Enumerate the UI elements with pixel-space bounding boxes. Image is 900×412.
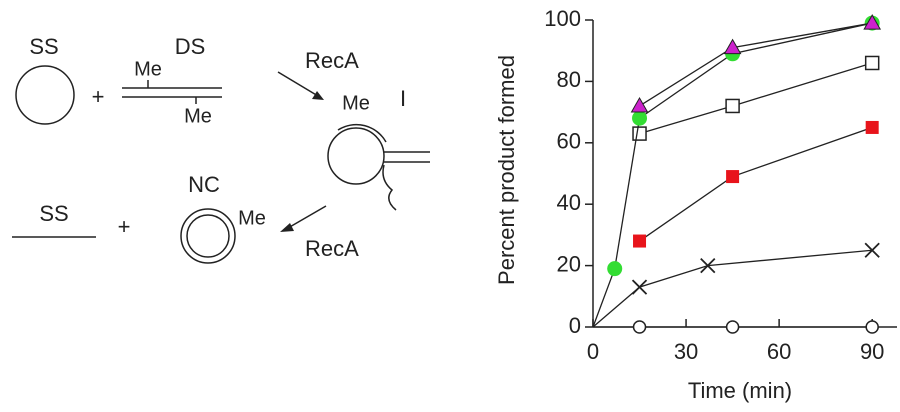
marker: [726, 99, 739, 112]
arrow: [278, 72, 318, 96]
label: SS: [29, 34, 58, 59]
marker: [634, 321, 646, 333]
series-line: [593, 250, 872, 327]
arrow: [288, 206, 326, 228]
label: RecA: [305, 48, 359, 73]
label: +: [92, 84, 105, 109]
marker: [726, 170, 739, 183]
marker: [866, 56, 879, 69]
marker: [866, 321, 878, 333]
series-line: [640, 127, 873, 241]
i-circle: [328, 128, 384, 184]
label: Me: [238, 207, 266, 229]
marker: [866, 121, 879, 134]
marker: [633, 127, 646, 140]
ss-circle: [16, 66, 74, 124]
y-tick-label: 100: [544, 6, 581, 31]
label: Me: [134, 58, 162, 80]
nc-outer: [181, 209, 235, 263]
y-tick-label: 60: [557, 129, 581, 154]
marker: [633, 280, 647, 294]
label: DS: [175, 34, 206, 59]
y-tick-label: 40: [557, 190, 581, 215]
marker: [727, 321, 739, 333]
label: Me: [184, 105, 212, 127]
label: +: [118, 214, 131, 239]
label: I: [400, 86, 406, 111]
marker: [632, 111, 647, 126]
x-tick-label: 60: [767, 339, 791, 364]
arrowhead: [312, 91, 324, 100]
arrowhead: [280, 223, 294, 232]
label: RecA: [305, 236, 359, 261]
y-tick-label: 20: [557, 251, 581, 276]
figure: SS + DS Me Me RecA Me I SS + NC Me RecA …: [0, 0, 900, 412]
i-tail: [383, 152, 430, 210]
diagram: SS + DS Me Me RecA Me I SS + NC Me RecA: [12, 34, 430, 263]
label: SS: [39, 201, 68, 226]
series-line: [640, 63, 873, 134]
marker: [633, 235, 646, 248]
x-tick-label: 90: [860, 339, 884, 364]
x-tick-label: 0: [587, 339, 599, 364]
x-axis-label: Time (min): [688, 378, 792, 403]
label: Me: [342, 92, 370, 114]
nc-inner: [187, 215, 229, 257]
label: NC: [188, 172, 220, 197]
y-tick-label: 0: [569, 313, 581, 338]
marker: [607, 261, 622, 276]
x-tick-label: 30: [674, 339, 698, 364]
y-tick-label: 80: [557, 67, 581, 92]
y-axis-label: Percent product formed: [494, 55, 519, 285]
marker: [632, 98, 648, 112]
